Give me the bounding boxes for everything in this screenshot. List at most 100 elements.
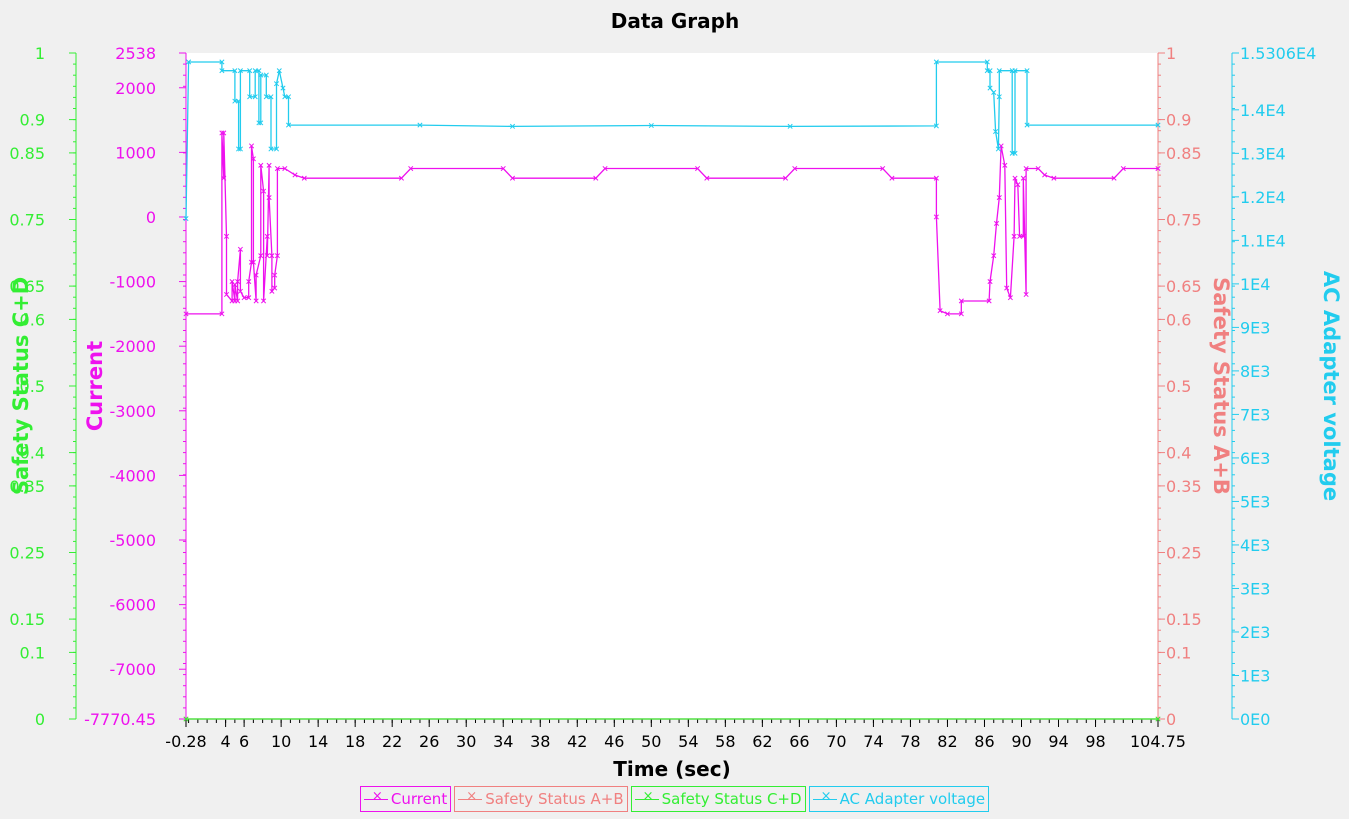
x-tick-label: 82	[937, 732, 957, 751]
ssa-tick-label: 1	[1166, 44, 1176, 63]
data-point-current	[248, 143, 255, 149]
legend-item-safety-status-a-b[interactable]: Safety Status A+B	[454, 786, 628, 812]
ssc-tick-label: 0.9	[20, 111, 45, 130]
data-point-ac-adapter-voltage	[256, 120, 262, 126]
x-tick-label: 62	[752, 732, 772, 751]
acv-tick-label: 1.3E4	[1240, 144, 1286, 163]
x-tick-label: 54	[678, 732, 698, 751]
legend-item-ac-adapter-voltage[interactable]: AC Adapter voltage	[808, 786, 990, 812]
data-point-current	[219, 311, 225, 317]
x-tick-label: 50	[641, 732, 661, 751]
acv-axis: 1.5306E4 1.4E4 1.3E4 1.2E4 1.1E4 1E4 9E3 8E3 7E3…	[1231, 44, 1343, 729]
ssa-tick-label: 0.15	[1166, 610, 1202, 629]
cur-tick-label: -1000	[110, 273, 157, 292]
cur-tick-label: 1000	[115, 143, 156, 162]
data-point-current	[183, 311, 189, 317]
data-point-ac-adapter-voltage	[993, 129, 999, 135]
x-tick-label: 46	[604, 732, 624, 751]
acv-tick-label: 1.2E4	[1240, 188, 1286, 207]
cur-axis-title: Current	[83, 341, 107, 431]
data-point-ac-adapter-voltage	[1024, 68, 1030, 74]
ssa-tick-label: 0.85	[1166, 144, 1202, 163]
data-point-current	[258, 162, 264, 168]
data-point-ac-adapter-voltage	[247, 68, 253, 74]
cur-tick-label: -5000	[110, 531, 157, 550]
ssc-tick-label: 0.25	[9, 544, 45, 563]
data-point-ac-adapter-voltage	[273, 81, 280, 87]
cur-tick-label: -6000	[110, 596, 157, 615]
acv-tick-label: 1E4	[1240, 275, 1270, 294]
data-point-ac-adapter-voltage	[991, 89, 997, 95]
data-point-current	[792, 165, 798, 172]
x-tick-label: 58	[715, 732, 735, 751]
legend-label: Current	[390, 790, 448, 808]
x-tick-label: 86	[974, 732, 994, 751]
x-tick-label: 74	[863, 732, 883, 751]
data-point-current	[1007, 295, 1013, 301]
data-point-ac-adapter-voltage	[509, 123, 516, 129]
data-point-current	[500, 165, 506, 172]
data-point-ac-adapter-voltage	[282, 94, 288, 100]
data-point-current	[246, 295, 252, 301]
data-point-current	[250, 156, 256, 162]
data-point-current	[509, 175, 516, 181]
acv-tick-label: 1.1E4	[1240, 231, 1286, 250]
data-point-current	[782, 175, 789, 181]
legend-item-safety-status-c-d[interactable]: Safety Status C+D	[630, 786, 806, 812]
data-point-current	[1035, 165, 1041, 172]
acv-tick-label: 1E3	[1240, 666, 1270, 685]
data-point-current	[269, 253, 275, 259]
data-point-ac-adapter-voltage	[280, 85, 286, 91]
acv-tick-label: 7E3	[1240, 405, 1270, 424]
data-point-ac-adapter-voltage	[933, 123, 939, 129]
data-point-current	[241, 295, 247, 301]
data-point-ac-adapter-voltage	[276, 68, 282, 74]
x-tick-label: 6	[239, 732, 249, 751]
data-point-ac-adapter-voltage	[787, 123, 793, 129]
legend-item-current[interactable]: Current	[359, 786, 452, 812]
x-tick-label: 104.75	[1130, 732, 1186, 751]
data-point-current	[1011, 233, 1017, 239]
data-point-current	[219, 130, 225, 136]
data-point-ac-adapter-voltage	[219, 59, 225, 65]
data-point-current	[1023, 165, 1029, 172]
data-point-ac-adapter-voltage	[258, 72, 264, 78]
data-point-current	[398, 175, 404, 181]
ssa-tick-label: 0.35	[1166, 477, 1202, 496]
x-tick-label: 90	[1011, 732, 1031, 751]
data-point-ac-adapter-voltage	[273, 146, 280, 152]
data-point-ac-adapter-voltage	[237, 146, 243, 152]
acv-tick-label: 3E3	[1240, 579, 1270, 598]
ssa-tick-label: 0.65	[1166, 277, 1202, 296]
cur-tick-label: 0	[146, 208, 156, 227]
chart-legend: Current Safety Status A+B Safety Status C+…	[0, 786, 1349, 812]
data-point-current	[1012, 175, 1018, 181]
chart-title: Data Graph	[611, 9, 739, 33]
x-tick-label: 10	[271, 732, 291, 751]
ssc-axis: 1 0.9 0.85 0.75 0.65 0.6 0.5 0.4 0.35 0.25 0.15 0.1…	[9, 44, 77, 729]
data-point-current	[991, 253, 997, 259]
data-point-current	[880, 165, 886, 172]
x-tick-label: 22	[382, 732, 402, 751]
ssa-tick-label: 0.9	[1166, 111, 1191, 130]
cur-tick-label: -7770.45	[84, 710, 156, 729]
data-point-current	[248, 259, 255, 265]
data-point-ac-adapter-voltage	[285, 94, 292, 100]
ssa-tick-label: 0.5	[1166, 377, 1191, 396]
series-safety-status-c-d	[183, 716, 1161, 722]
x-tick-label: 66	[789, 732, 809, 751]
cur-tick-label: -2000	[110, 337, 157, 356]
data-point-current	[292, 172, 298, 178]
data-point-current	[1042, 172, 1048, 178]
data-point-current	[958, 298, 964, 304]
cur-tick-label: -4000	[110, 466, 157, 485]
legend-swatch-safety-status-c-d	[634, 789, 659, 805]
x-tick-label: 34	[493, 732, 513, 751]
data-point-ac-adapter-voltage	[247, 94, 253, 100]
data-point-current	[602, 165, 608, 172]
data-point-current	[987, 279, 993, 285]
ssc-tick-label: 0.15	[9, 610, 45, 629]
data-point-current	[408, 165, 414, 172]
acv-axis-title: AC Adapter voltage	[1319, 271, 1343, 501]
data-point-ac-adapter-voltage	[995, 146, 1001, 152]
